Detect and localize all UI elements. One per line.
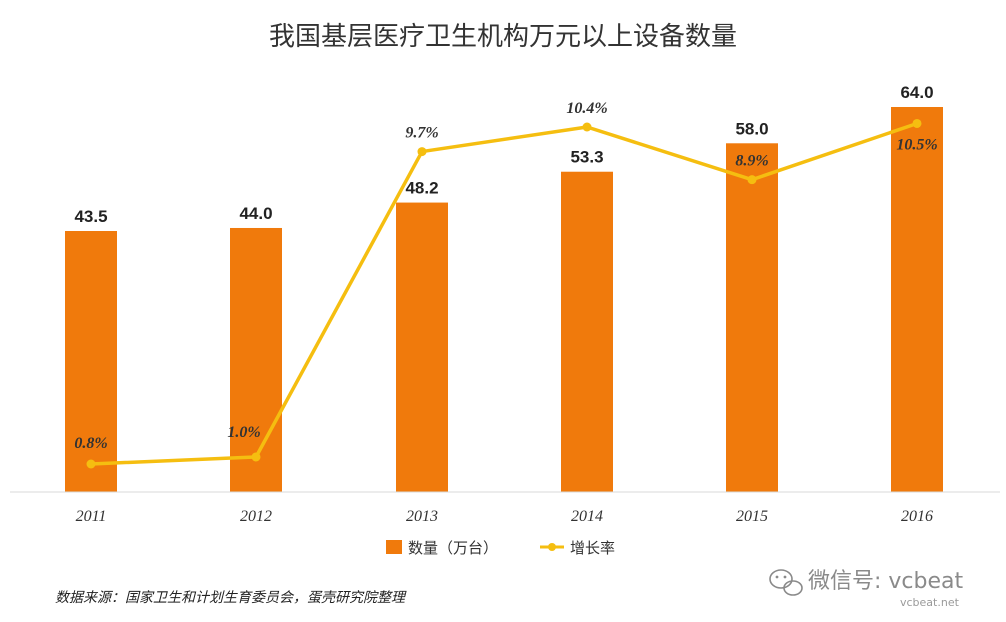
chart-title: 我国基层医疗卫生机构万元以上设备数量 [269,22,737,52]
growth-rate-point [747,175,757,185]
x-tick-label: 2016 [901,508,933,525]
legend-swatch-bar [386,540,402,554]
x-tick-label: 2011 [76,508,107,525]
bar-data-label: 58.0 [735,119,768,138]
legend-label-growth: 增长率 [570,539,615,557]
x-axis-ticks: 2011 2012 2013 2014 2015 2016 [76,508,933,525]
growth-rate-label: 1.0% [227,424,260,441]
growth-rate-label: 9.7% [405,125,438,142]
growth-rate-point [582,122,592,132]
growth-rate-point [86,459,96,469]
bar-data-label: 53.3 [570,148,603,167]
growth-rate-label: 8.9% [735,153,768,170]
growth-rate-label: 10.4% [566,100,607,117]
watermark-url: vcbeat.net [900,596,960,609]
bar [230,227,282,492]
growth-rate-point [417,147,427,157]
bar-data-label: 44.0 [239,204,272,223]
growth-rate-series: 0.8% 1.0% 9.7% 10.4% 8.9% 10.5% [74,100,938,469]
x-tick-label: 2012 [240,508,272,525]
bar-data-label: 48.2 [405,179,438,198]
growth-rate-point [912,118,922,128]
bar-data-label: 43.5 [74,207,107,226]
watermark: 微信号: vcbeat vcbeat.net [769,569,964,609]
x-tick-label: 2015 [736,508,768,525]
growth-rate-label: 0.8% [74,435,107,452]
bar [891,107,943,492]
source-note: 数据来源：国家卫生和计划生育委员会，蛋壳研究院整理 [55,590,407,606]
wechat-icon [769,569,803,596]
bar [726,143,778,493]
bar-data-label: 64.0 [900,83,933,102]
x-tick-label: 2014 [571,508,603,525]
bar [396,202,448,492]
legend: 数量（万台） 增长率 [386,539,615,557]
growth-rate-line [90,121,918,466]
bar [561,171,613,492]
legend-label-quantity: 数量（万台） [408,539,498,557]
growth-rate-label: 10.5% [896,136,937,153]
bar [65,231,117,492]
growth-rate-point [251,452,261,462]
bar-series: 43.5 44.0 48.2 53.3 58.0 64.0 [65,83,943,493]
x-tick-label: 2013 [406,508,438,525]
legend-swatch-marker [548,543,556,551]
watermark-text: 微信号: vcbeat [808,569,964,594]
